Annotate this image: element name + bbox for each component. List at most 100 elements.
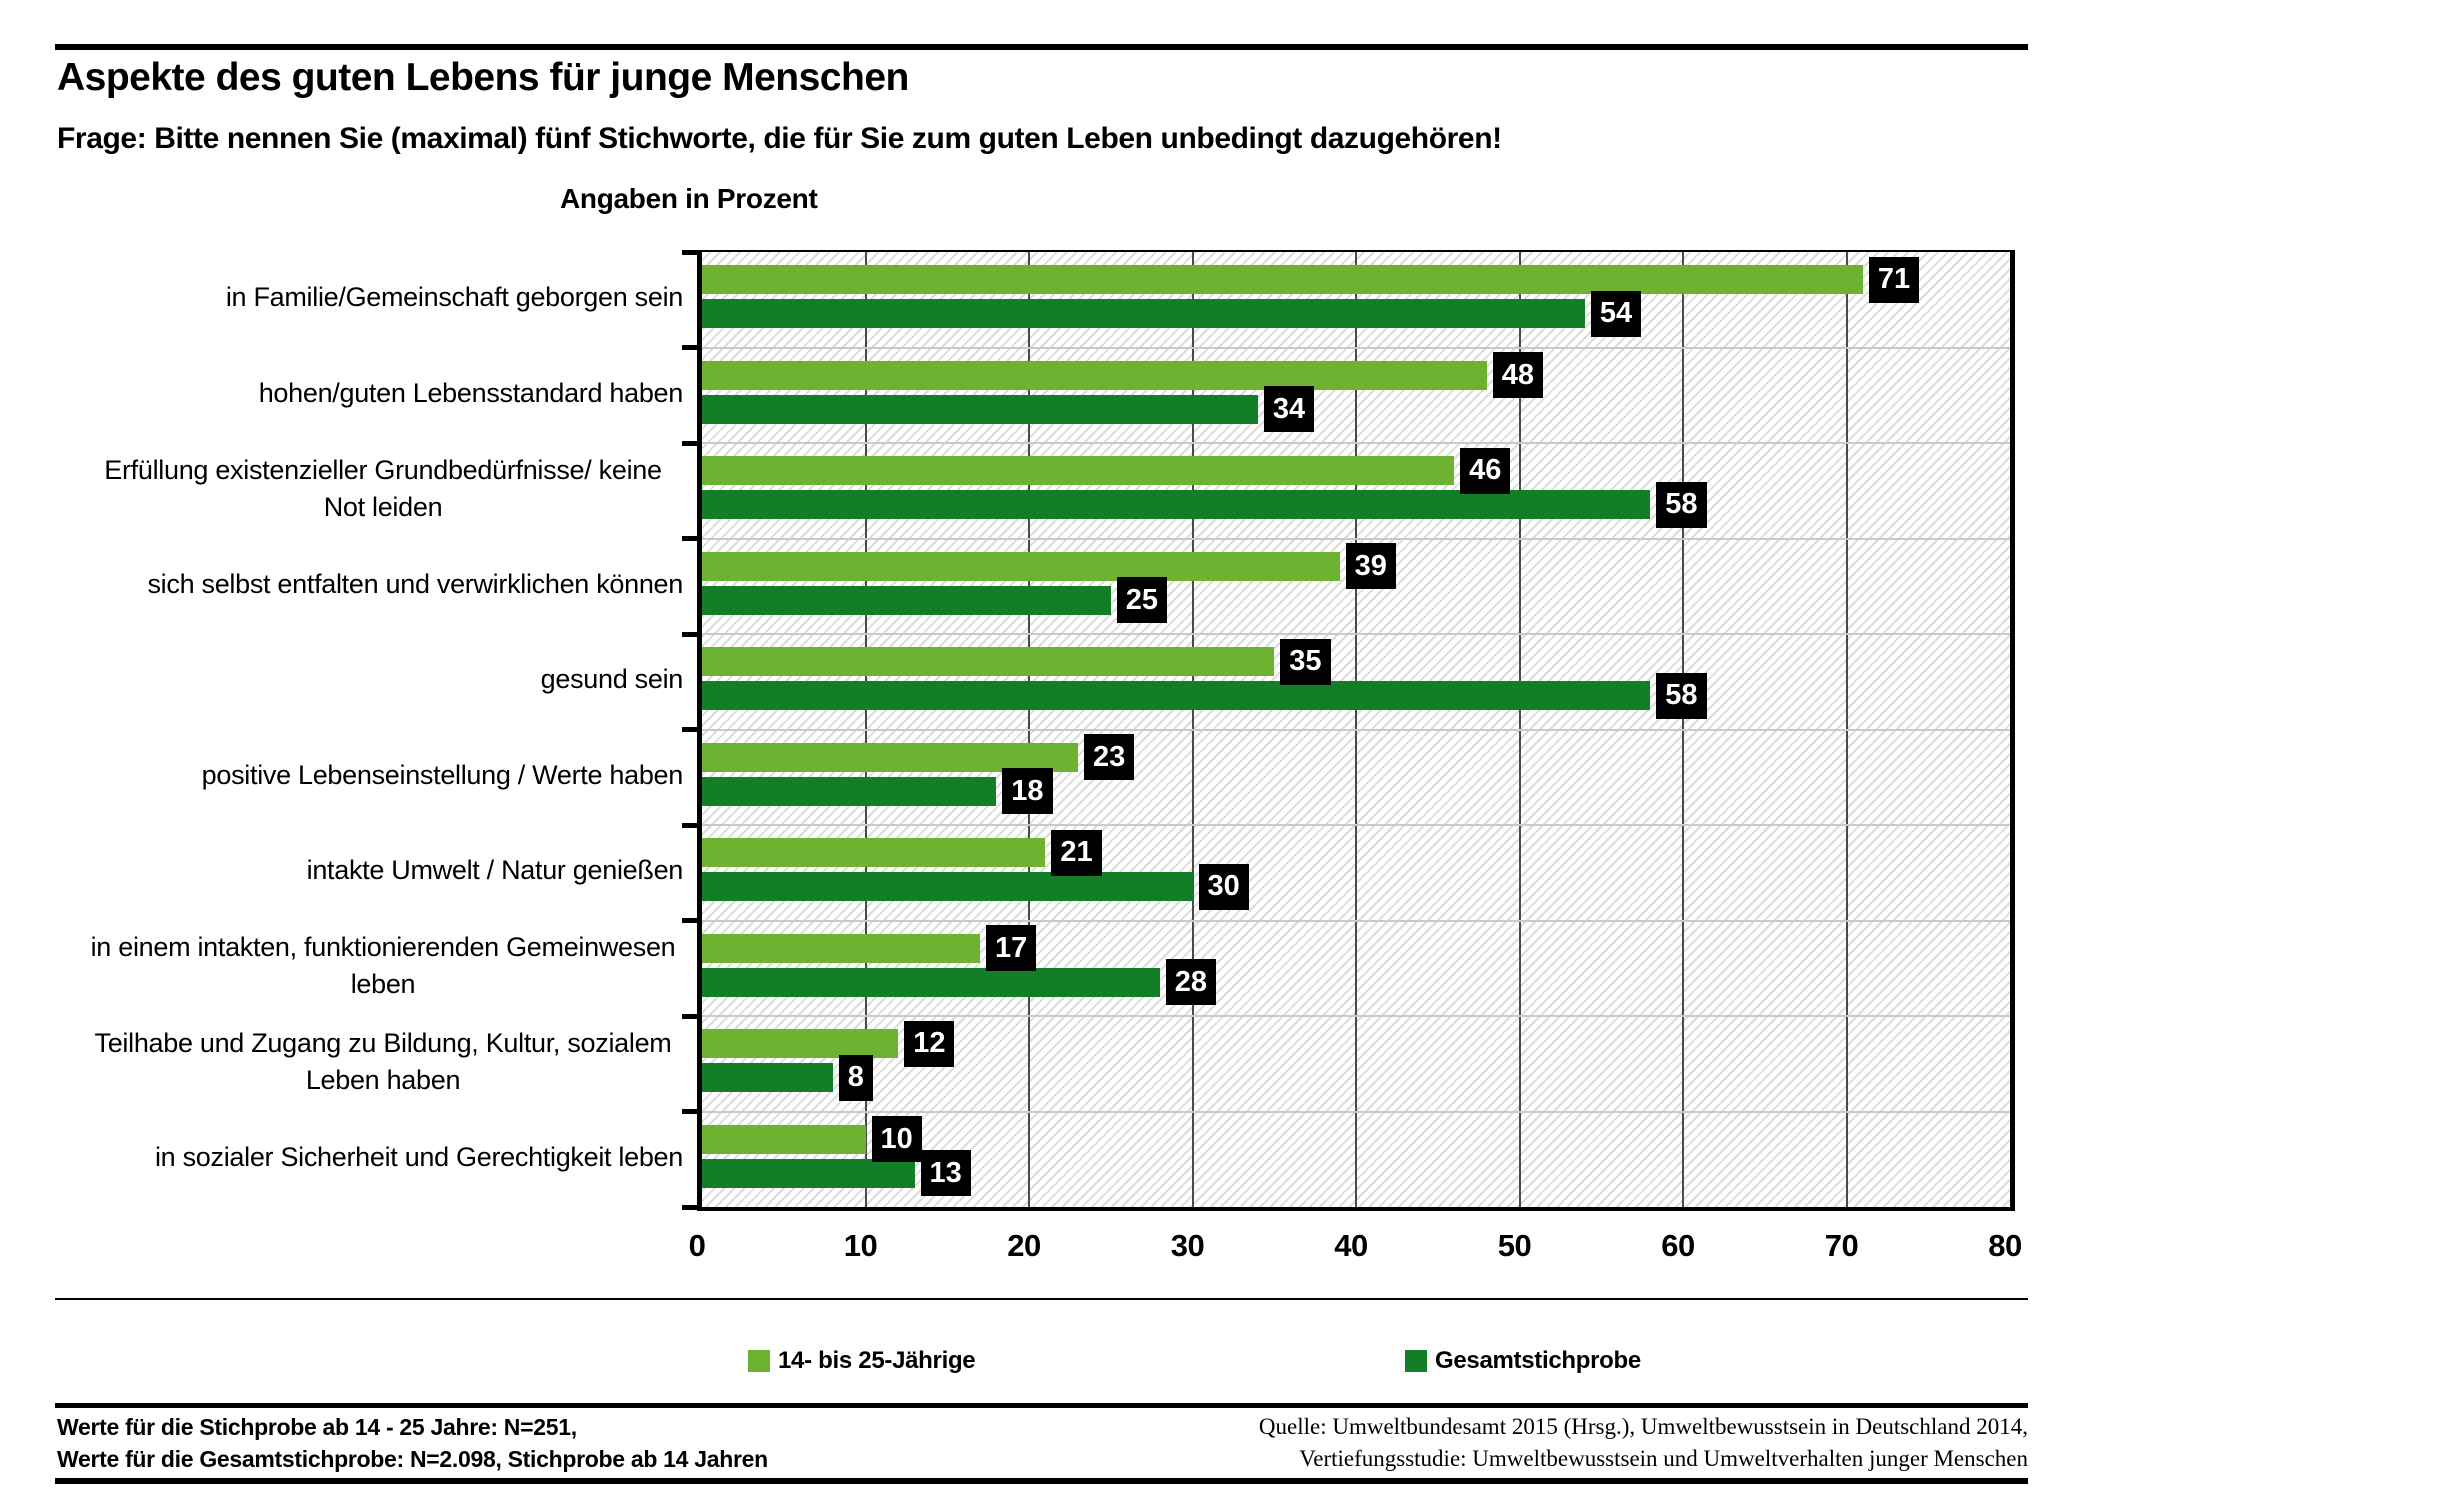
category-label: gesund sein xyxy=(55,632,684,728)
category-label-text: gesund sein xyxy=(540,664,684,695)
row-gridline xyxy=(702,1015,2010,1017)
legend-label-youth: 14- bis 25-Jährige xyxy=(778,1347,976,1374)
value-label: 34 xyxy=(1263,386,1315,432)
value-label: 58 xyxy=(1656,481,1707,528)
row-gridline xyxy=(702,346,2010,349)
x-tick-label: 80 xyxy=(1988,1228,2022,1263)
x-tick-label: 40 xyxy=(1334,1228,1368,1263)
footer-note-line2: Werte für die Gesamtstichprobe: N=2.098,… xyxy=(57,1446,768,1472)
plot-area: 71 54 48 34 46 58 39 25 35 58 23 18 21 30 17 28 12 8 10 13 xyxy=(682,249,2015,1211)
row-gridline xyxy=(702,537,2010,540)
legend-item-youth: 14- bis 25-Jährige xyxy=(748,1346,976,1376)
value-label: 39 xyxy=(1345,543,1396,589)
bottom-rule xyxy=(55,1478,2028,1484)
bar-youth xyxy=(702,838,1046,867)
units-label: Angaben in Prozent xyxy=(560,183,818,214)
value-label: 12 xyxy=(904,1020,955,1067)
value-label: 71 xyxy=(1868,256,1920,303)
bar-total xyxy=(702,681,1651,710)
footer-source-line2: Vertiefungsstudie: Umweltbewusstsein und… xyxy=(1299,1446,2028,1471)
value-label: 48 xyxy=(1492,352,1544,398)
value-label: 46 xyxy=(1460,447,1511,494)
bar-total xyxy=(702,1158,915,1188)
y-axis-tick xyxy=(682,536,697,541)
y-axis-tick xyxy=(682,440,697,446)
bar-youth xyxy=(702,933,980,963)
category-label-text: in sozialer Sicherheit und Gerechtigkeit… xyxy=(154,1141,683,1172)
x-tick-label: 70 xyxy=(1824,1228,1859,1263)
category-label-text: in Familie/Gemeinschaft geborgen sein xyxy=(225,282,683,313)
bar-youth xyxy=(702,1029,899,1058)
bar-youth xyxy=(702,360,1487,390)
category-label-text: positive Lebenseinstellung / Werte haben xyxy=(201,759,684,790)
y-axis-tick xyxy=(682,822,697,828)
value-label: 25 xyxy=(1116,577,1168,623)
value-label: 54 xyxy=(1590,290,1642,337)
value-label: 23 xyxy=(1084,734,1135,780)
category-label-text: intakte Umwelt / Natur genießen xyxy=(306,855,684,886)
legend-item-total: Gesamtstichprobe xyxy=(1405,1346,1641,1376)
x-tick-label: 20 xyxy=(1007,1228,1041,1263)
category-label: sich selbst entfalten und verwirklichen … xyxy=(55,537,683,633)
value-label: 8 xyxy=(838,1054,873,1101)
y-axis-tick xyxy=(682,1109,697,1114)
category-axis-labels: in Familie/Gemeinschaft geborgen sein hoh… xyxy=(55,250,684,1206)
value-label: 28 xyxy=(1165,959,1217,1005)
value-label: 17 xyxy=(985,925,1037,971)
category-label-text: in einem intakten, funktionierenden Geme… xyxy=(90,932,676,1000)
bar-total xyxy=(702,967,1160,997)
x-tick-label: 50 xyxy=(1497,1228,1532,1263)
category-label-text: sich selbst entfalten und verwirklichen … xyxy=(147,568,683,599)
y-axis-tick xyxy=(682,1204,697,1210)
category-label: in Familie/Gemeinschaft geborgen sein xyxy=(55,250,683,346)
page-title: Aspekte des guten Lebens für junge Mensc… xyxy=(57,56,909,99)
bar-youth xyxy=(702,551,1340,581)
row-gridline xyxy=(702,1110,2010,1113)
x-tick-label: 60 xyxy=(1661,1228,1695,1263)
x-tick-label: 10 xyxy=(843,1228,878,1263)
footer-source-line1: Quelle: Umweltbundesamt 2015 (Hrsg.), Um… xyxy=(1258,1414,2028,1439)
value-label: 30 xyxy=(1198,863,1249,910)
top-rule xyxy=(55,44,2028,50)
category-label: in sozialer Sicherheit und Gerechtigkeit… xyxy=(55,1110,683,1206)
bar-youth xyxy=(702,1124,866,1154)
y-axis-tick xyxy=(682,1013,697,1019)
bar-youth xyxy=(702,265,1863,294)
category-label: Erfüllung existenzieller Grundbedürfniss… xyxy=(55,441,683,537)
chart-legend-separator xyxy=(55,1298,2028,1300)
category-label: in einem intakten, funktionierenden Geme… xyxy=(55,919,683,1015)
value-label: 21 xyxy=(1051,829,1102,876)
x-tick-label: 0 xyxy=(688,1228,706,1263)
category-label-text: hohen/guten Lebensstandard haben xyxy=(258,377,684,408)
y-axis-tick xyxy=(682,918,697,923)
value-label: 13 xyxy=(920,1150,971,1196)
value-label: 10 xyxy=(871,1116,922,1162)
value-label: 35 xyxy=(1280,638,1331,685)
bar-youth xyxy=(702,742,1079,772)
bar-total xyxy=(702,872,1193,901)
bar-total xyxy=(702,394,1258,424)
y-axis-tick xyxy=(682,727,697,732)
value-label: 18 xyxy=(1002,768,1053,814)
footer-note-line1: Werte für die Stichprobe ab 14 - 25 Jahr… xyxy=(57,1414,577,1440)
bar-youth xyxy=(702,647,1275,676)
y-axis-tick xyxy=(682,345,697,350)
bar-total xyxy=(702,299,1585,328)
x-axis-tick-labels: 0 10 20 30 40 50 60 70 80 xyxy=(689,1228,2023,1268)
bar-total xyxy=(702,585,1111,615)
footer-top-rule xyxy=(55,1403,2028,1408)
bar-total xyxy=(702,776,997,806)
x-tick-label: 30 xyxy=(1170,1228,1205,1263)
page-subtitle: Frage: Bitte nennen Sie (maximal) fünf S… xyxy=(57,122,1502,155)
category-label: positive Lebenseinstellung / Werte haben xyxy=(55,728,684,824)
row-gridline xyxy=(702,824,2010,826)
category-label-text: Teilhabe und Zugang zu Bildung, Kultur, … xyxy=(94,1027,672,1095)
series1-swatch-icon xyxy=(748,1350,770,1372)
legend-label-total: Gesamtstichprobe xyxy=(1435,1347,1641,1374)
row-gridline xyxy=(702,919,2010,922)
row-gridline xyxy=(702,442,2010,444)
y-axis-tick xyxy=(682,631,697,637)
category-label: hohen/guten Lebensstandard haben xyxy=(55,346,684,442)
series2-swatch-icon xyxy=(1405,1350,1427,1372)
category-label: Teilhabe und Zugang zu Bildung, Kultur, … xyxy=(55,1014,683,1110)
